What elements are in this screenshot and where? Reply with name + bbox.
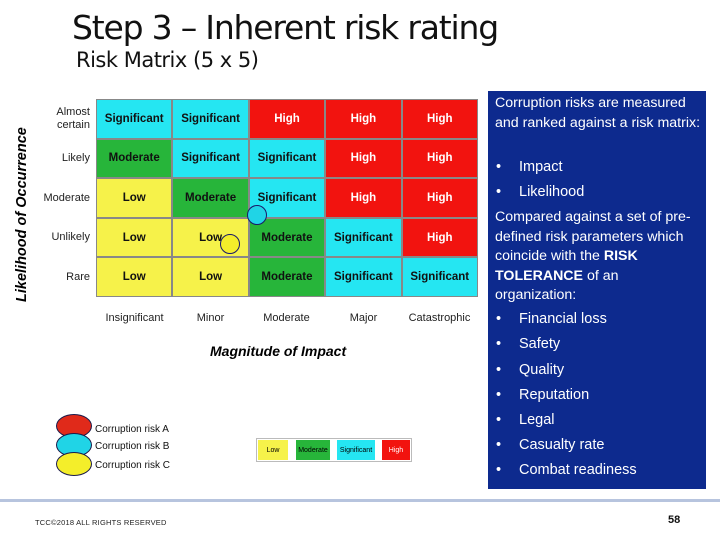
matrix-cell: Significant <box>172 138 249 179</box>
row-label-almost-certain: Almost certain <box>56 106 90 131</box>
slide-subtitle: Risk Matrix (5 x 5) <box>76 48 259 72</box>
risk-a-label: Corruption risk A <box>95 424 169 435</box>
col-label-minor: Minor <box>196 312 225 324</box>
rating-legend-high: High <box>382 440 410 460</box>
risk-c-marker <box>220 234 240 254</box>
copyright-footer: TCC©2018 ALL RIGHTS RESERVED <box>35 518 167 527</box>
matrix-cell: High <box>401 178 478 218</box>
matrix-cell: Low <box>96 178 173 218</box>
rating-legend-significant: Significant <box>337 440 375 460</box>
matrix-cell: Significant <box>325 217 402 258</box>
matrix-cell: Significant <box>401 257 478 297</box>
matrix-cell: Significant <box>172 99 249 139</box>
matrix-cell: Significant <box>325 257 402 297</box>
panel-intro: Corruption risks are measured and ranked… <box>495 95 701 131</box>
risk-b-marker <box>247 205 267 225</box>
col-label-major: Major <box>349 312 378 324</box>
matrix-cell: Low <box>96 257 173 297</box>
matrix-cell: Moderate <box>248 257 326 297</box>
risk-c-swatch <box>56 452 92 476</box>
risk-c-label: Corruption risk C <box>95 460 171 471</box>
row-label-unlikely: Unlikely <box>51 231 90 243</box>
page-number: 58 <box>668 514 681 526</box>
matrix-cell: High <box>325 99 402 139</box>
risk-tolerance-text: RISK TOLERANCE <box>495 248 638 284</box>
matrix-cell: High <box>401 138 478 179</box>
rating-legend-low: Low <box>258 440 288 460</box>
matrix-cell: Low <box>96 217 173 258</box>
matrix-cell: High <box>325 178 402 218</box>
matrix-cell: Significant <box>96 99 173 139</box>
matrix-cell: Moderate <box>96 138 173 179</box>
matrix-cell: High <box>401 217 478 258</box>
matrix-cell: High <box>325 138 402 179</box>
x-axis-label: Magnitude of Impact <box>210 343 347 359</box>
slide-title: Step 3 – Inherent risk rating <box>72 8 499 47</box>
y-axis-label: Likelihood of Occurrence <box>14 127 30 302</box>
row-label-likely: Likely <box>61 152 90 164</box>
matrix-cell: Low <box>172 257 249 297</box>
col-label-insignificant: Insignificant <box>105 312 164 324</box>
rating-legend-moderate: Moderate <box>296 440 330 460</box>
col-label-catastrophic: Catastrophic <box>408 312 471 324</box>
matrix-cell: Significant <box>248 138 326 179</box>
matrix-cell: High <box>248 99 326 139</box>
risk-b-label: Corruption risk B <box>95 441 170 452</box>
row-label-moderate: Moderate <box>43 192 90 204</box>
panel-middle: Compared against a set of pre-defined ri… <box>495 209 691 303</box>
risk-matrix-grid: Significant Significant High High High Modera… <box>96 99 478 297</box>
rating-legend <box>256 438 412 462</box>
matrix-cell: Moderate <box>248 217 326 258</box>
col-label-moderate: Moderate <box>263 312 310 324</box>
info-panel: Corruption risks are measured and ranked… <box>488 91 706 489</box>
footer-divider <box>0 499 720 502</box>
row-label-rare: Rare <box>66 271 90 283</box>
matrix-cell: High <box>401 99 478 139</box>
matrix-cell: Moderate <box>172 178 249 218</box>
